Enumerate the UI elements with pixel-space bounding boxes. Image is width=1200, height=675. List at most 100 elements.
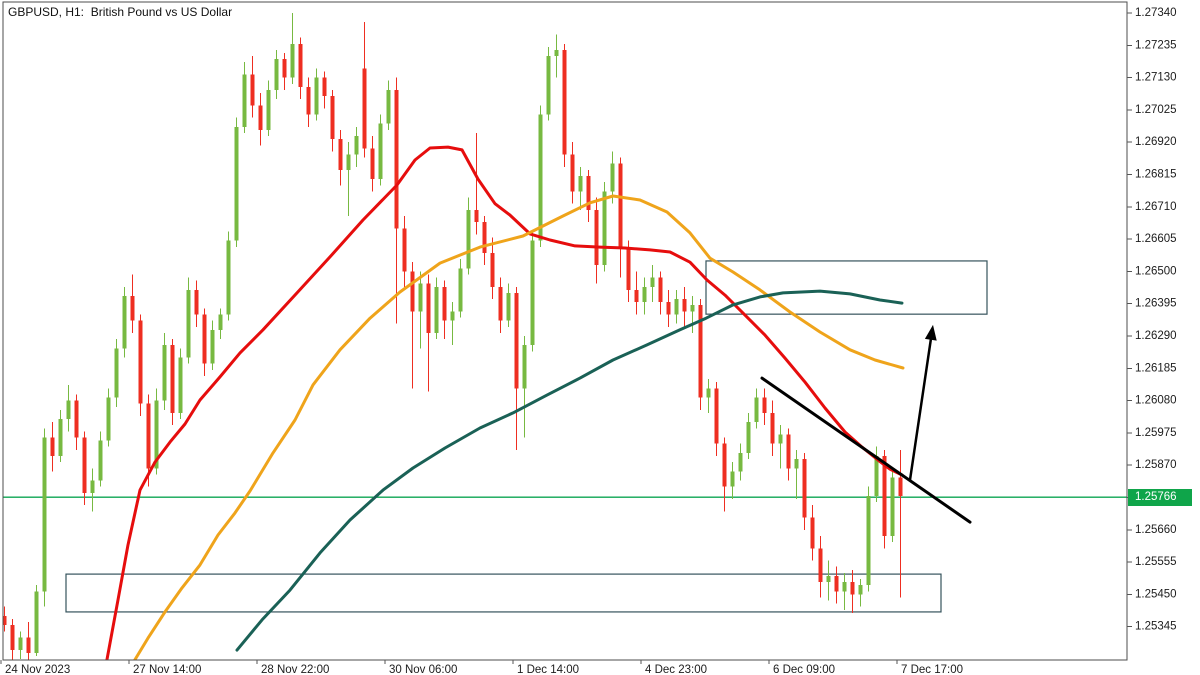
bull-candle-body bbox=[706, 388, 711, 398]
time-axis-label[interactable]: 7 Dec 17:00 bbox=[901, 664, 963, 675]
plot-frame bbox=[2, 1, 1128, 661]
bear-candle-body bbox=[682, 299, 687, 312]
bull-candle-body bbox=[114, 348, 119, 398]
bull-candle-body bbox=[314, 77, 319, 115]
bull-candle-body bbox=[90, 480, 95, 493]
candles-layer bbox=[3, 13, 903, 660]
rectangle-zone[interactable] bbox=[65, 573, 942, 613]
current-price-tag: 1.25766 bbox=[1128, 488, 1192, 506]
ma-fast-red bbox=[105, 145, 904, 660]
bear-candle-body bbox=[490, 252, 495, 287]
price-axis-label[interactable]: 1.26290 bbox=[1135, 330, 1177, 342]
price-axis-label[interactable]: 1.25975 bbox=[1135, 427, 1177, 439]
bull-candle-body bbox=[746, 422, 751, 453]
bull-candle-body bbox=[242, 74, 247, 127]
price-axis-label[interactable]: 1.26710 bbox=[1135, 201, 1177, 213]
bear-candle-body bbox=[170, 345, 175, 413]
time-axis-label[interactable]: 4 Dec 23:00 bbox=[645, 664, 707, 675]
price-axis-label[interactable]: 1.25660 bbox=[1135, 524, 1177, 536]
rectangle-zone[interactable] bbox=[705, 260, 988, 315]
bull-candle-body bbox=[18, 637, 23, 650]
bull-candle-body bbox=[154, 400, 159, 469]
bear-candle-body bbox=[322, 77, 327, 97]
price-axis-label[interactable]: 1.26815 bbox=[1135, 169, 1177, 181]
price-axis-label[interactable]: 1.26500 bbox=[1135, 265, 1177, 277]
bear-candle-body bbox=[722, 443, 727, 487]
bull-candle-body bbox=[42, 437, 47, 592]
time-axis-label[interactable]: 28 Nov 22:00 bbox=[261, 664, 329, 675]
bear-candle-body bbox=[818, 548, 823, 583]
bull-candle-body bbox=[754, 397, 759, 423]
price-axis-label[interactable]: 1.26920 bbox=[1135, 136, 1177, 148]
time-axis-label[interactable]: 1 Dec 14:00 bbox=[517, 664, 579, 675]
bear-candle-body bbox=[410, 271, 415, 312]
price-axis-label[interactable]: 1.26605 bbox=[1135, 233, 1177, 245]
rectangle-zones-layer[interactable] bbox=[65, 260, 988, 613]
bull-candle-body bbox=[642, 286, 647, 303]
descending-trend-line[interactable] bbox=[760, 376, 972, 524]
bull-candle-body bbox=[578, 176, 583, 192]
bear-candle-body bbox=[10, 625, 15, 650]
bear-candle-body bbox=[898, 477, 903, 496]
bear-candle-body bbox=[258, 105, 263, 130]
bear-candle-body bbox=[834, 575, 839, 592]
bull-candle-body bbox=[874, 455, 879, 496]
bear-candle-body bbox=[762, 397, 767, 413]
price-axis-label[interactable]: 1.27235 bbox=[1135, 39, 1177, 51]
bear-candle-body bbox=[626, 246, 631, 290]
bull-candle-body bbox=[842, 582, 847, 592]
bull-candle-body bbox=[274, 59, 279, 90]
bear-candle-body bbox=[82, 437, 87, 493]
price-axis-label[interactable]: 1.26395 bbox=[1135, 298, 1177, 310]
price-axis-label[interactable]: 1.27340 bbox=[1135, 7, 1177, 19]
bull-candle-body bbox=[738, 452, 743, 472]
up-arrow-shaft[interactable] bbox=[908, 333, 933, 481]
bull-candle-body bbox=[778, 434, 783, 444]
bull-candle-body bbox=[730, 471, 735, 487]
bull-candle-body bbox=[610, 163, 615, 192]
bull-candle-body bbox=[458, 268, 463, 312]
bear-candle-body bbox=[618, 163, 623, 247]
bear-candle-body bbox=[850, 582, 855, 595]
bull-candle-body bbox=[826, 575, 831, 583]
bear-candle-body bbox=[882, 455, 887, 536]
price-axis-label[interactable]: 1.25555 bbox=[1135, 556, 1177, 568]
bear-candle-body bbox=[250, 74, 255, 106]
bear-candle-body bbox=[146, 403, 151, 469]
bear-candle-body bbox=[786, 434, 791, 469]
time-axis-label[interactable]: 27 Nov 14:00 bbox=[133, 664, 201, 675]
bear-candle-body bbox=[130, 296, 135, 321]
bear-candle-body bbox=[666, 302, 671, 315]
time-axis-label[interactable]: 24 Nov 2023 bbox=[5, 664, 70, 675]
bull-candle-body bbox=[386, 89, 391, 124]
bull-candle-body bbox=[66, 400, 71, 420]
price-axis-label[interactable]: 1.27025 bbox=[1135, 104, 1177, 116]
bull-candle-body bbox=[178, 357, 183, 413]
time-axis-label[interactable]: 30 Nov 06:00 bbox=[389, 664, 457, 675]
up-arrow-head[interactable] bbox=[924, 324, 937, 341]
bull-candle-body bbox=[354, 136, 359, 155]
bear-candle-body bbox=[474, 209, 479, 223]
time-axis-label[interactable]: 6 Dec 09:00 bbox=[773, 664, 835, 675]
price-axis-label[interactable]: 1.26185 bbox=[1135, 362, 1177, 374]
price-axis-label[interactable]: 1.26080 bbox=[1135, 395, 1177, 407]
price-axis-label[interactable]: 1.25345 bbox=[1135, 621, 1177, 633]
chart-title: GBPUSD, H1: British Pound vs US Dollar bbox=[8, 5, 233, 19]
bear-candle-body bbox=[810, 517, 815, 549]
bull-candle-body bbox=[234, 126, 239, 241]
price-axis-label[interactable]: 1.25870 bbox=[1135, 459, 1177, 471]
bear-candle-body bbox=[594, 209, 599, 266]
bull-candle-body bbox=[122, 296, 127, 349]
bear-candle-body bbox=[426, 283, 431, 333]
price-axis-label[interactable]: 1.27130 bbox=[1135, 72, 1177, 84]
bear-candle-body bbox=[634, 289, 639, 303]
bear-candle-body bbox=[298, 43, 303, 87]
bull-candle-body bbox=[506, 292, 511, 321]
trend-annotations-layer[interactable] bbox=[760, 324, 972, 524]
bull-candle-body bbox=[522, 345, 527, 389]
bull-candle-body bbox=[378, 123, 383, 180]
bear-candle-body bbox=[330, 96, 335, 140]
price-axis-label[interactable]: 1.25450 bbox=[1135, 588, 1177, 600]
